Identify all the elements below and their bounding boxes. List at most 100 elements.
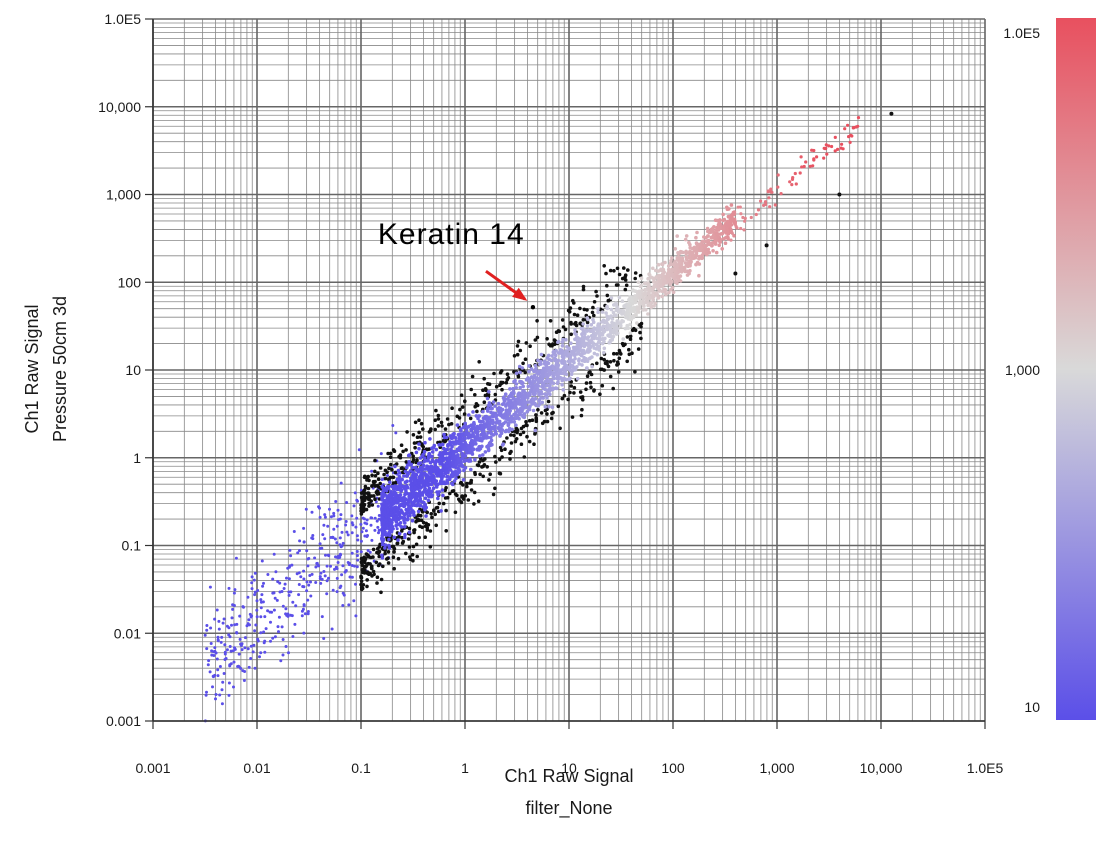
data-point: [575, 339, 580, 344]
data-point: [417, 446, 421, 451]
data-point: [283, 582, 287, 586]
annotation: Keratin 14: [378, 218, 536, 310]
data-point: [291, 635, 295, 638]
data-point: [480, 424, 485, 429]
data-point: [592, 300, 597, 304]
data-point: [548, 319, 553, 323]
data-point: [438, 470, 442, 475]
data-point: [307, 557, 311, 560]
data-point: [277, 615, 281, 619]
data-point: [364, 529, 368, 533]
data-point: [442, 432, 446, 437]
data-point: [390, 467, 394, 472]
data-point: [216, 635, 220, 639]
data-point: [234, 556, 238, 560]
data-point: [779, 192, 783, 196]
data-point: [462, 468, 466, 473]
data-point: [724, 226, 729, 230]
data-point: [595, 352, 600, 357]
data-point: [359, 550, 363, 554]
data-point: [433, 469, 438, 474]
data-point: [605, 359, 609, 364]
data-point: [515, 414, 519, 419]
data-point: [657, 289, 662, 293]
data-point: [623, 275, 627, 279]
data-point: [697, 242, 701, 247]
data-point: [546, 353, 551, 358]
data-point: [420, 510, 425, 514]
data-point: [497, 457, 502, 462]
colorbar: [1056, 18, 1096, 720]
data-point: [560, 383, 564, 387]
data-point: [310, 536, 314, 540]
data-point: [566, 397, 570, 402]
data-point: [631, 315, 636, 320]
data-point: [403, 469, 408, 474]
data-point: [417, 493, 422, 498]
data-point: [264, 627, 268, 631]
data-point: [664, 292, 668, 297]
data-point: [611, 334, 616, 339]
data-point: [387, 515, 391, 519]
data-point: [476, 438, 481, 442]
data-point: [388, 475, 393, 480]
data-point: [444, 529, 449, 533]
y-tick-label: 0.01: [114, 625, 141, 641]
data-point: [605, 283, 609, 288]
data-point: [584, 328, 589, 333]
data-point: [370, 469, 374, 473]
data-point: [581, 318, 586, 322]
data-point: [451, 454, 456, 458]
data-point: [564, 337, 568, 342]
data-point: [425, 510, 430, 515]
data-point: [567, 352, 571, 356]
data-point: [442, 451, 447, 456]
data-point: [631, 289, 635, 293]
data-point: [445, 495, 450, 500]
data-point: [523, 399, 527, 404]
y-tick-label: 1: [133, 450, 141, 466]
colorbar-label: 1,000: [1005, 362, 1040, 378]
data-point: [541, 370, 545, 374]
data-point: [435, 505, 440, 510]
data-point: [463, 421, 468, 426]
data-point: [420, 442, 424, 446]
data-point: [612, 358, 616, 363]
data-point: [493, 454, 497, 459]
data-point: [507, 426, 512, 431]
data-point: [491, 400, 496, 404]
data-point: [448, 491, 452, 496]
data-point: [560, 318, 565, 322]
data-point: [416, 478, 421, 482]
data-point: [500, 407, 505, 412]
data-point: [736, 205, 740, 209]
data-point: [552, 376, 556, 381]
data-point: [580, 363, 584, 367]
data-point: [321, 533, 325, 537]
data-point: [625, 335, 630, 339]
data-point: [596, 326, 600, 331]
data-point: [359, 579, 364, 584]
data-point: [574, 345, 579, 350]
data-point: [634, 297, 638, 302]
data-point: [329, 564, 332, 568]
data-point: [430, 515, 434, 520]
data-point: [330, 627, 334, 631]
data-point: [687, 271, 691, 276]
data-point: [428, 529, 433, 533]
data-point: [585, 336, 590, 341]
data-point: [428, 460, 433, 465]
data-point: [237, 652, 241, 656]
data-point: [485, 396, 490, 401]
data-point: [453, 436, 458, 440]
data-point: [392, 484, 397, 489]
data-point: [425, 528, 430, 532]
data-point: [249, 644, 253, 648]
data-point: [302, 604, 306, 608]
data-point: [377, 497, 382, 501]
data-point: [287, 590, 291, 594]
data-point: [439, 443, 443, 447]
data-point: [581, 284, 586, 289]
data-point: [216, 674, 220, 678]
data-point: [733, 271, 738, 276]
